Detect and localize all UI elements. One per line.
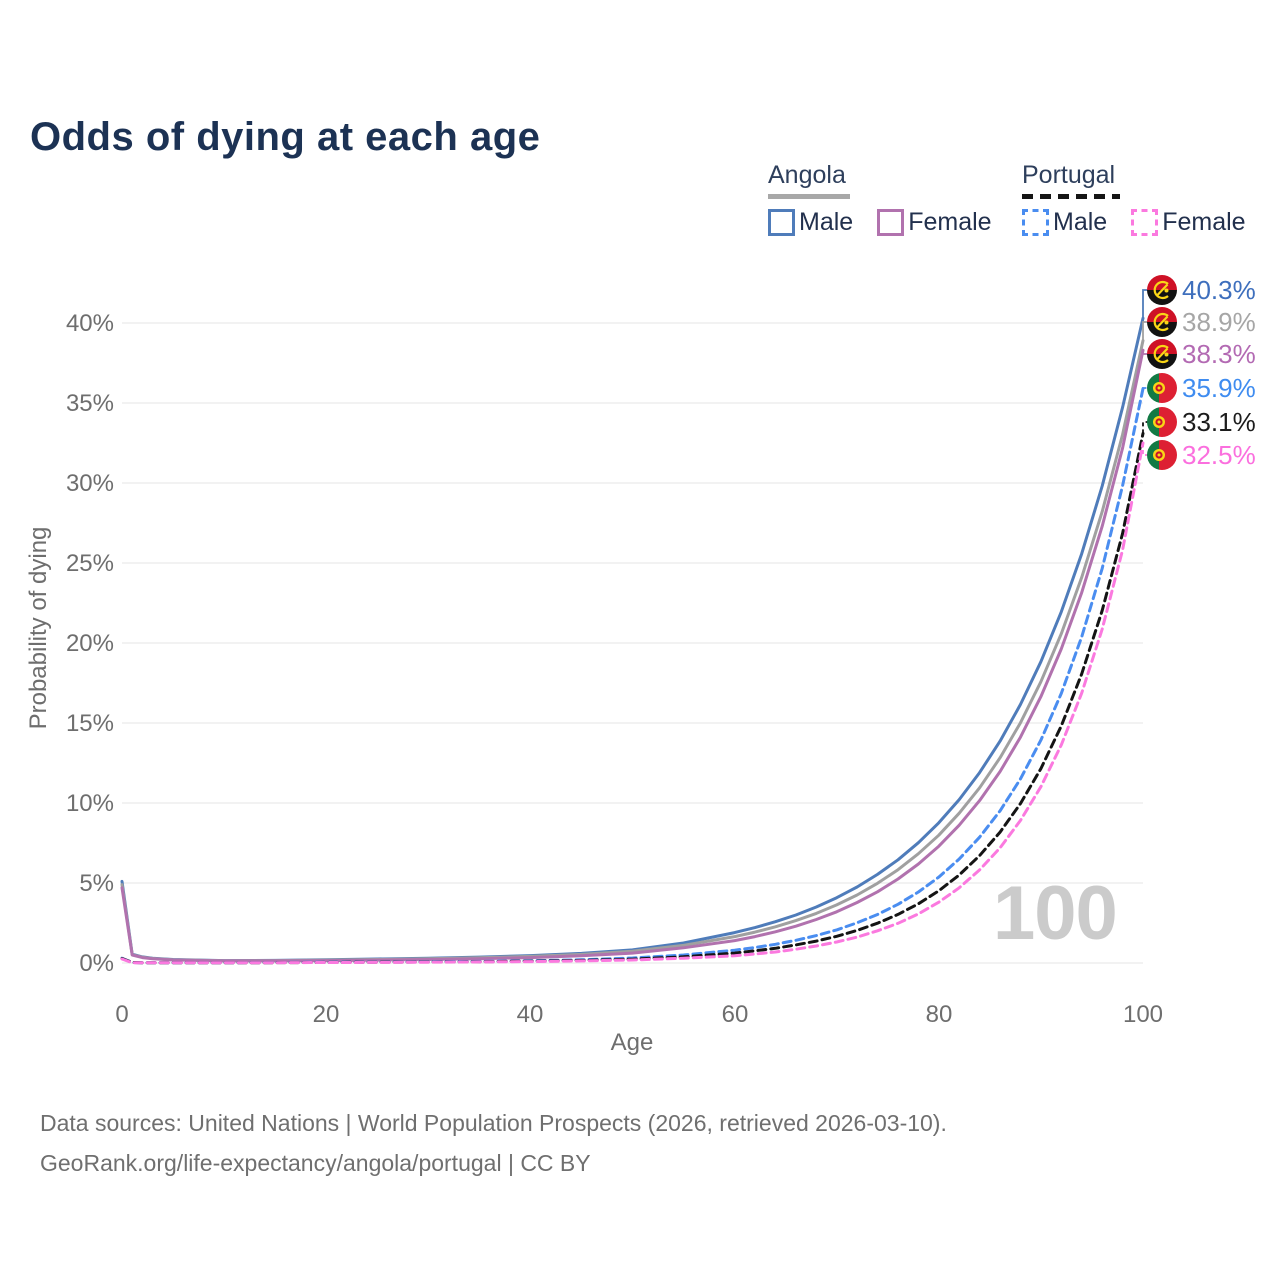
line-portugal-male xyxy=(120,387,1145,965)
hover-age-watermark: 100 xyxy=(993,871,1118,956)
y-axis-title: Probability of dying xyxy=(25,527,52,730)
x-tick-0: 0 xyxy=(115,1001,128,1028)
leader-portugal-male xyxy=(1142,387,1150,389)
portugal-female-swatch xyxy=(1131,209,1159,236)
y-tick-25: 25% xyxy=(66,550,114,577)
end-label-value: 38.9% xyxy=(1182,306,1256,337)
data-sources-line: Data sources: United Nations | World Pop… xyxy=(40,1110,947,1136)
x-axis: 0 20 40 60 80 100 Age xyxy=(115,1001,1163,1056)
angola-male-swatch xyxy=(768,209,795,236)
angola-linestyle-swatch xyxy=(768,194,850,199)
angola-female-label: Female xyxy=(908,208,992,236)
y-tick-30: 30% xyxy=(66,470,114,497)
x-axis-title: Age xyxy=(611,1029,654,1056)
y-tick-40: 40% xyxy=(66,310,114,337)
legend-item-angola-male[interactable]: Male xyxy=(768,208,853,237)
end-label-value: 33.1% xyxy=(1182,406,1256,437)
portugal-linestyle-swatch xyxy=(1022,194,1120,199)
legend-item-portugal-female[interactable]: Female xyxy=(1131,208,1246,237)
end-label-angola-both: 38.9% xyxy=(1147,307,1256,337)
y-tick-35: 35% xyxy=(66,390,114,417)
end-label-value: 40.3% xyxy=(1182,274,1256,305)
line-angola-female xyxy=(120,348,1145,963)
x-tick-60: 60 xyxy=(722,1001,749,1028)
y-tick-0: 0% xyxy=(79,950,114,977)
y-tick-15: 15% xyxy=(66,710,114,737)
legend-country-portugal-label: Portugal xyxy=(1022,161,1116,189)
y-tick-10: 10% xyxy=(66,790,114,817)
legend-country-portugal[interactable]: Portugal xyxy=(1022,161,1246,199)
x-tick-80: 80 xyxy=(926,1001,953,1028)
line-angola-male xyxy=(120,316,1145,963)
end-label-portugal-both: 33.1% xyxy=(1147,407,1256,437)
y-axis: 0% 5% 10% 15% 20% 25% 30% 35% 40% Probab… xyxy=(25,310,114,977)
legend-country-angola-label: Angola xyxy=(768,161,846,189)
line-portugal-female xyxy=(120,441,1145,965)
angola-female-swatch xyxy=(877,209,905,236)
end-label-value: 35.9% xyxy=(1182,372,1256,403)
x-tick-100: 100 xyxy=(1123,1001,1163,1028)
gridlines xyxy=(122,322,1143,964)
angola-male-label: Male xyxy=(799,208,854,236)
end-label-value: 32.5% xyxy=(1182,439,1256,470)
y-tick-5: 5% xyxy=(79,870,114,897)
portugal-female-label: Female xyxy=(1162,208,1246,236)
end-label-angola-male: 40.3% xyxy=(1147,275,1256,305)
legend-group-angola: Angola Male Female xyxy=(768,161,992,237)
footer: Data sources: United Nations | World Pop… xyxy=(40,1103,947,1183)
angola-flag-icon xyxy=(1147,275,1177,305)
portugal-flag-icon xyxy=(1147,407,1177,437)
y-tick-20: 20% xyxy=(66,630,114,657)
portugal-flag-icon xyxy=(1147,440,1177,470)
x-tick-40: 40 xyxy=(517,1001,544,1028)
angola-flag-icon xyxy=(1147,307,1177,337)
portugal-flag-icon xyxy=(1147,373,1177,403)
end-label-value: 38.3% xyxy=(1182,338,1256,369)
legend-country-angola[interactable]: Angola xyxy=(768,161,992,199)
angola-flag-icon xyxy=(1147,339,1177,369)
legend-item-angola-female[interactable]: Female xyxy=(877,208,992,237)
line-angola-both xyxy=(120,339,1145,963)
attribution-line: GeoRank.org/life-expectancy/angola/portu… xyxy=(40,1150,591,1176)
x-tick-20: 20 xyxy=(313,1001,340,1028)
legend-group-portugal: Portugal Male Female xyxy=(1022,161,1246,237)
end-label-portugal-female: 32.5% xyxy=(1147,440,1256,470)
legend-item-portugal-male[interactable]: Male xyxy=(1022,208,1107,237)
portugal-male-label: Male xyxy=(1053,208,1108,236)
portugal-male-swatch xyxy=(1022,209,1049,236)
end-label-portugal-male: 35.9% xyxy=(1147,373,1256,403)
end-label-angola-female: 38.3% xyxy=(1147,339,1256,369)
page-title: Odds of dying at each age xyxy=(30,114,541,159)
